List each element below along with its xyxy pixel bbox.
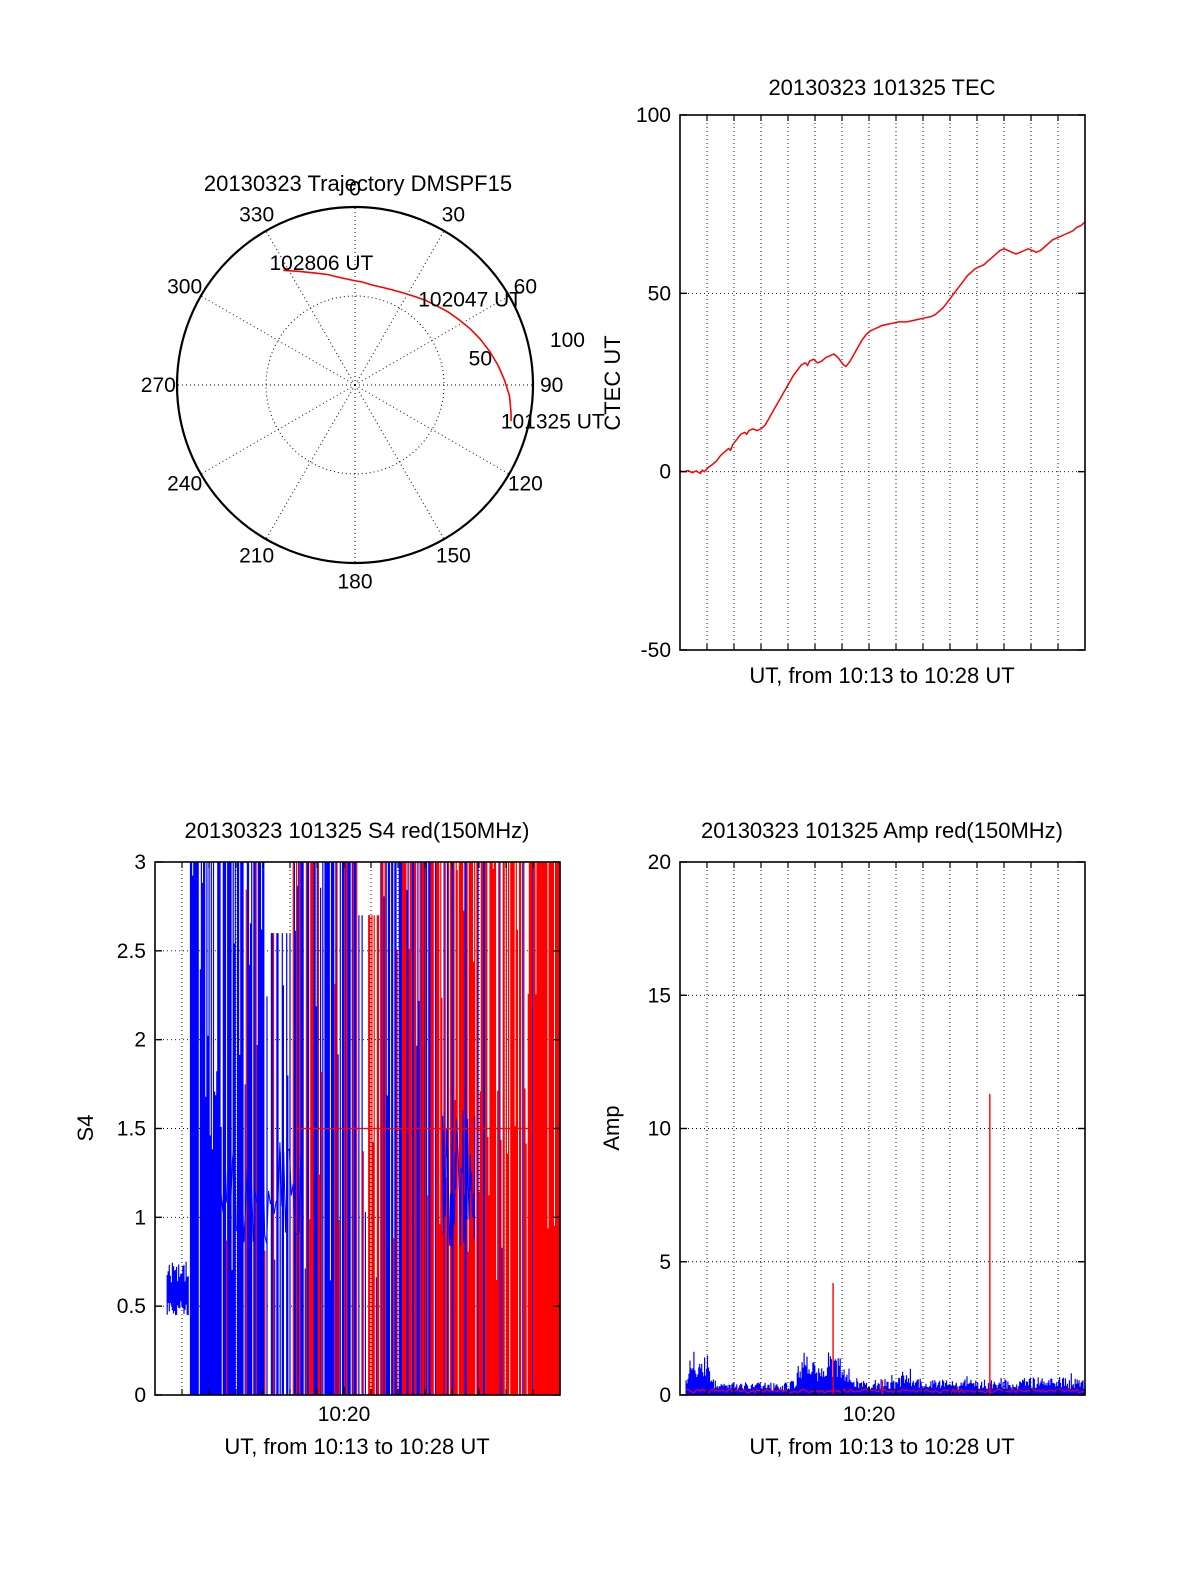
amp-ylabel: Amp: [599, 1105, 624, 1151]
azimuth-tick-label: 90: [540, 374, 563, 397]
radial-tick-label: 100: [550, 329, 585, 352]
y-tick-label: 2: [134, 1029, 146, 1052]
y-tick-label: 3: [134, 851, 146, 874]
tec-ylabel: CTEC UT: [600, 335, 625, 431]
plot-box: [679, 114, 1086, 651]
y-tick-label: 0.5: [117, 1295, 146, 1318]
x-tick-label: 10:20: [843, 1403, 896, 1426]
s4-plot: 0 0.5 1 1.5 2 2.5 3 10:20: [117, 851, 561, 1426]
y-tick-label: 0: [659, 461, 671, 484]
y-tick-label: 100: [636, 104, 671, 127]
x-tick-label: 10:20: [318, 1403, 371, 1426]
y-tick-label: 1: [134, 1206, 146, 1229]
amp-plot: 0 5 10 15 20 10:20: [648, 851, 1086, 1426]
radial-tick-label: 50: [469, 347, 492, 370]
y-tick-label: 15: [648, 984, 671, 1007]
trajectory-line: [283, 269, 512, 422]
azimuth-tick-label: 270: [141, 374, 176, 397]
amp-xlabel: UT, from 10:13 to 10:28 UT: [749, 1434, 1015, 1459]
amp-blue-signal: [685, 1351, 1086, 1395]
trajectory-polar-plot: 0 30 60 90 120 150 180 210 240 270 300 330 50 100 1028…: [141, 177, 605, 593]
amp-red-baseline: [686, 1388, 1086, 1394]
s4-title: 20130323 101325 S4 red(150MHz): [184, 818, 530, 843]
azimuth-tick-label: 210: [239, 544, 274, 567]
azimuth-tick-label: 150: [436, 544, 471, 567]
azimuth-tick-label: 0: [349, 177, 361, 200]
azimuth-tick-label: 60: [514, 276, 537, 299]
y-tick-label: 50: [648, 282, 671, 305]
y-tick-label: 10: [648, 1118, 671, 1141]
y-tick-label: 0: [134, 1384, 146, 1407]
polar-title: 20130323 Trajectory DMSPF15: [203, 171, 513, 196]
azimuth-tick-label: 180: [337, 571, 372, 594]
azimuth-tick-label: 120: [508, 472, 543, 495]
y-tick-label: -50: [641, 639, 671, 662]
polar-outer-circle: [175, 205, 535, 565]
trajectory-time-label: 102806 UT: [269, 252, 373, 275]
s4-blue-trace: [442, 1110, 476, 1247]
polar-spoke: [354, 230, 445, 386]
polar-spoke: [265, 384, 356, 540]
tec-title: 20130323 101325 TEC: [768, 75, 996, 100]
trajectory-time-label: 101325 UT: [501, 411, 605, 434]
y-tick-label: 20: [648, 851, 671, 874]
azimuth-tick-label: 30: [442, 204, 465, 227]
y-tick-label: 0: [659, 1384, 671, 1407]
y-tick-label: 1.5: [117, 1118, 146, 1141]
y-tick-label: 5: [659, 1251, 671, 1274]
s4-blue-trace: [207, 1139, 302, 1244]
tec-plot: -50 0 50 100: [636, 104, 1086, 662]
tec-xlabel: UT, from 10:13 to 10:28 UT: [749, 663, 1015, 688]
azimuth-tick-label: 300: [167, 276, 202, 299]
polar-spoke: [354, 384, 510, 475]
amp-title: 20130323 101325 Amp red(150MHz): [700, 818, 1064, 843]
azimuth-tick-label: 330: [239, 204, 274, 227]
polar-spoke: [200, 295, 356, 386]
trajectory-time-label: 102047 UT: [418, 288, 522, 311]
s4-ylabel: S4: [73, 1114, 98, 1142]
polar-spoke: [354, 295, 510, 386]
y-tick-label: 2.5: [117, 940, 146, 963]
tec-line: [679, 221, 1086, 475]
s4-xlabel: UT, from 10:13 to 10:28 UT: [224, 1434, 490, 1459]
azimuth-tick-label: 240: [167, 472, 202, 495]
polar-ring: [265, 295, 445, 475]
